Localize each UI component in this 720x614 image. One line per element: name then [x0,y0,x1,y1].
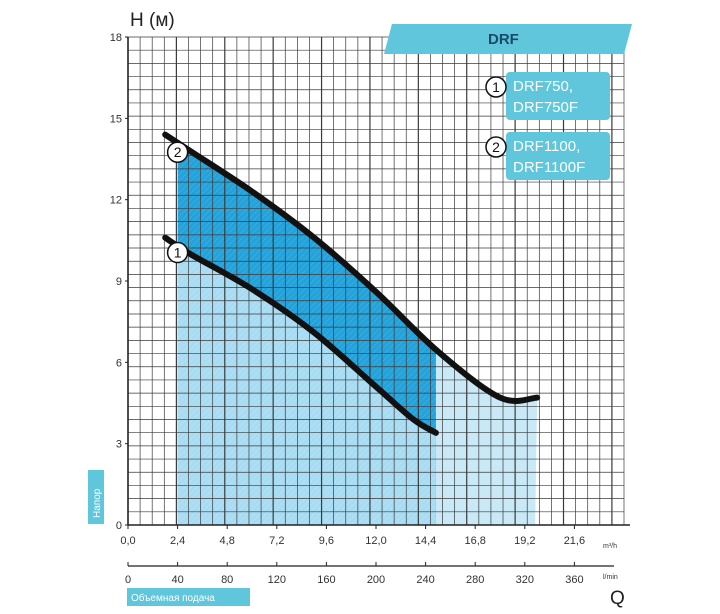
x-axis-unit: m³/h [603,543,617,550]
x-tick-label: 14,4 [415,535,436,547]
legend-marker-label: 1 [492,79,500,95]
curve-markers: 12 [166,141,189,264]
x2-tick-label: 160 [317,574,335,586]
legend-entry-text: DRF750F [513,99,578,116]
x2-tick-label: 320 [516,574,534,586]
legend-marker-2 [485,136,507,158]
x2-tick-label: 80 [221,574,233,586]
curve-series-2 [162,131,541,404]
x-tick-label: 7,2 [269,535,284,547]
x-tick-label: 16,8 [464,535,485,547]
legend-box-2 [506,132,610,180]
legend-entry-text: DRF1100, [513,138,580,155]
legend-box-1 [506,72,610,120]
x-tick-label: 2,4 [170,535,185,547]
legend-marker-1 [485,76,507,98]
y-tick-labels: 0 3 6 9 12 15 18 [110,32,128,532]
curve-marker-1 [166,241,189,264]
y-tick-label: 0 [116,520,122,532]
curve-marker-label: 1 [174,245,182,261]
chart-legend: 1 DRF750, DRF750F 2 DRF1100, DRF1100F [485,72,610,180]
curve-series-1 [162,234,439,436]
x2-tick-label: 280 [466,574,484,586]
fill-hatch [177,37,436,525]
brand-title: DRF [488,31,519,48]
curve-marker-label: 2 [174,144,182,160]
q-axis-label: Q [610,588,625,609]
y-tick-label: 15 [110,113,122,125]
side-label-text: Напор [92,488,103,518]
x-tick-label: 19,2 [514,535,535,547]
x-tick-label: 9,6 [319,535,334,547]
y-tick-label: 12 [110,195,122,207]
x2-tick-label: 120 [268,574,286,586]
performance-fill-areas [177,37,538,525]
x-tick-label: 0,0 [120,535,135,547]
y-tick-label: 3 [116,439,122,451]
x2-tick-label: 40 [171,574,183,586]
x2-axis-unit: l/min [603,574,618,581]
curve-marker-2 [166,141,189,163]
bottom-label-tag: Объемная подача [127,588,250,606]
y-tick-label: 18 [110,32,122,44]
x2-tick-label: 0 [125,574,131,586]
brand-banner: DRF [384,24,632,54]
x-tick-label: 4,8 [220,535,235,547]
y-tick-label: 6 [116,357,122,369]
x2-tick-label: 200 [367,574,385,586]
y-axis-label: H (м) [130,10,175,31]
x-tick-labels: 0,0 2,4 4,8 7,2 9,6 12,0 14,4 16,8 19,2 21,6 [120,525,585,547]
x2-tick-label: 360 [565,574,583,586]
bottom-label-text: Объемная подача [131,592,215,604]
performance-curves [162,131,541,436]
legend-entry-text: DRF750, [513,78,573,95]
side-label-tag: Напор [88,470,104,524]
x-tick-label: 21,6 [564,535,585,547]
legend-entry-text: DRF1100F [513,159,585,176]
y-tick-label: 9 [116,276,122,288]
legend-marker-label: 2 [492,139,500,155]
x2-tick-labels: 0 40 80 120 160 200 240 280 320 360 [125,562,584,586]
x2-tick-label: 240 [416,574,434,586]
x-tick-label: 12,0 [365,535,386,547]
